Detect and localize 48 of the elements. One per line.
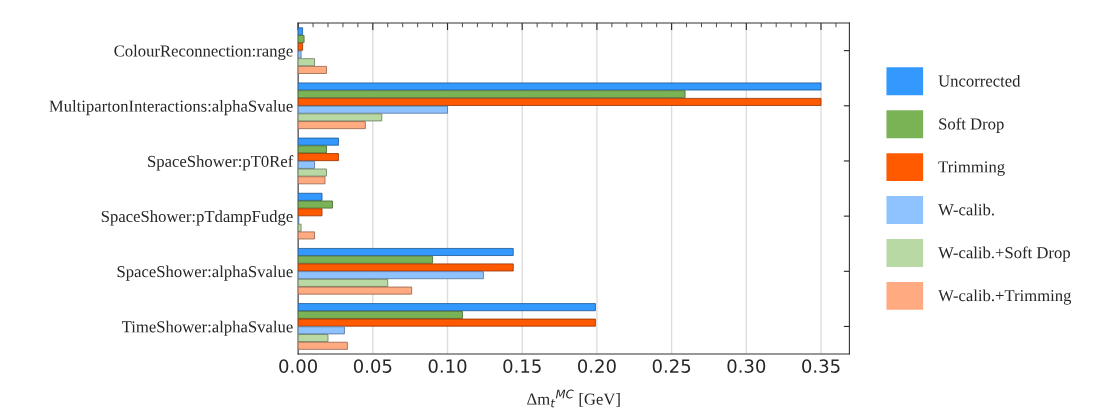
bar	[298, 137, 339, 146]
bar	[298, 50, 302, 59]
y-tick-label: SpaceShower:pT0Ref	[148, 155, 294, 171]
bar	[298, 334, 329, 343]
legend-label: W-calib.+Trimming	[938, 289, 1072, 305]
bar	[298, 231, 315, 240]
y-tick-label: TimeShower:alphaSvalue	[121, 320, 293, 336]
bar	[298, 263, 514, 272]
x-tick-label: 0.05	[353, 359, 392, 373]
bar	[298, 97, 822, 106]
bar	[298, 168, 327, 177]
x-tick-label: 0.10	[428, 359, 467, 373]
legend-label: Uncorrected	[938, 74, 1021, 87]
y-tick-label: MultipartonInteractions:alphaSvalue	[49, 100, 293, 116]
bar	[298, 90, 686, 99]
x-tick-label: 0.25	[652, 359, 691, 373]
bar	[298, 326, 345, 335]
bar	[298, 341, 348, 350]
bar	[298, 153, 339, 162]
bar	[298, 82, 822, 91]
x-tick-label: 0.20	[578, 359, 616, 373]
bar	[298, 200, 333, 209]
bar	[298, 248, 514, 256]
x-tick-label: 0.15	[503, 359, 541, 373]
bar	[298, 105, 448, 114]
x-tick-label: 0.35	[802, 359, 840, 373]
x-tick-label: 0.00	[279, 359, 318, 373]
bar	[298, 35, 305, 44]
legend-label: W-calib.+Soft Drop	[938, 246, 1070, 262]
bar	[298, 176, 326, 185]
y-tick-label: ColourReconnection:range	[114, 44, 293, 61]
bar	[298, 58, 315, 67]
y-tick-label: SpaceShower:pTdampFudge	[101, 210, 293, 226]
bar	[298, 208, 323, 217]
legend-label: Soft Drop	[939, 117, 1004, 133]
bar	[298, 65, 327, 74]
y-tick-label: SpaceShower:alphaSvalue	[117, 265, 293, 281]
bar	[298, 318, 596, 327]
bar	[298, 303, 596, 312]
legend-label: Trimming	[938, 161, 1005, 176]
bar	[298, 113, 383, 122]
x-tick-label: 0.30	[727, 359, 766, 373]
x-axis-title: Δm$_{t}$$^{MC}$ [GeV]	[527, 389, 620, 408]
bar	[298, 286, 413, 295]
bar	[298, 271, 484, 280]
legend-label: W-calib.	[938, 203, 994, 216]
bar	[298, 121, 366, 130]
bar	[298, 145, 327, 154]
